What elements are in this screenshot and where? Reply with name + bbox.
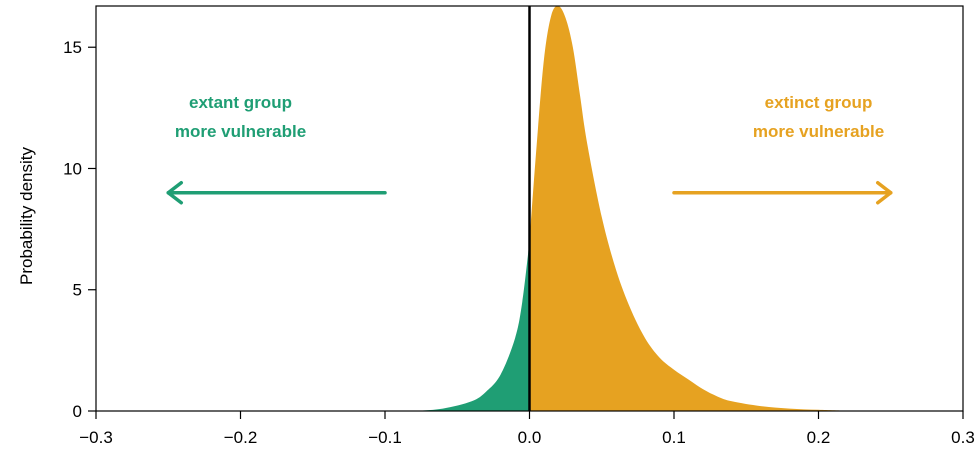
x-tick-label: 0.2 [807,428,831,447]
plot-area [413,5,855,412]
y-tick-label: 10 [63,159,82,178]
x-tick-label: 0.3 [951,428,975,447]
x-tick-label: −0.3 [79,428,113,447]
y-tick-label: 0 [73,402,82,421]
extinct-annotation-line: more vulnerable [753,122,884,141]
right-arrow-icon [672,180,893,205]
x-tick-label: 0.1 [662,428,686,447]
extant-annotation-line: extant group [189,93,292,112]
x-tick-label: −0.1 [368,428,402,447]
density-area-extinct [529,5,855,412]
extinct-annotation-line: extinct group [765,93,873,112]
y-tick-label: 5 [73,281,82,300]
y-tick-label: 15 [63,38,82,57]
left-arrow-icon [166,180,387,205]
x-tick-label: 0.0 [518,428,542,447]
x-tick-label: −0.2 [224,428,258,447]
extant-annotation-line: more vulnerable [175,122,306,141]
density-area-extant [413,241,530,411]
axes: −0.3 −0.2 −0.1 0.0 0.1 0.2 0.3 0 5 10 15 [63,5,975,447]
annotations: extant group more vulnerable extinct group… [166,93,893,205]
y-axis-title: Probability density [17,147,36,285]
arrow-head [166,180,183,205]
arrow-head [876,180,893,205]
